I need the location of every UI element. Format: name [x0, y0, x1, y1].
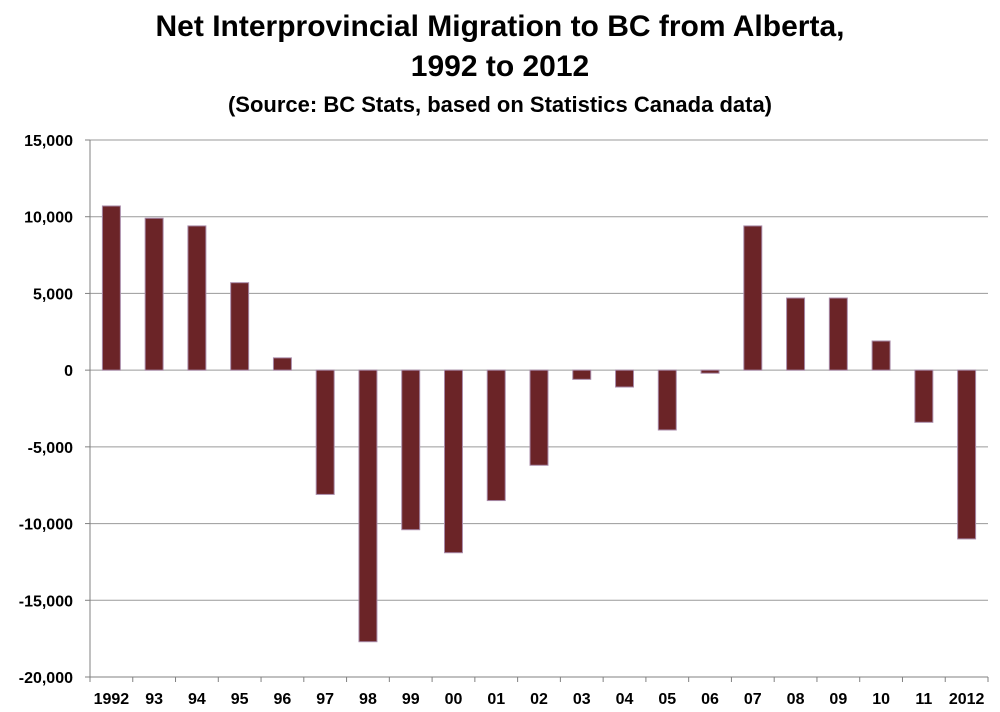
bar-02	[529, 369, 549, 466]
x-tick-label: 06	[701, 691, 719, 708]
bar-00	[443, 369, 463, 554]
x-tick-label: 96	[274, 691, 292, 708]
x-tick-label: 99	[402, 691, 420, 708]
bar-05	[657, 369, 677, 431]
bar-10	[871, 340, 891, 371]
bar-04	[615, 369, 635, 388]
bar-09	[828, 297, 848, 371]
y-tick-labels: 15,000 10,000 5,000 0 -5,000 -10,000 -15,000 -2…	[19, 133, 73, 687]
y-tick-label: -20,000	[19, 670, 73, 687]
bar-01	[486, 369, 506, 502]
x-tick-label: 93	[145, 691, 163, 708]
x-tick-label: 02	[530, 691, 548, 708]
y-tick-label: -5,000	[28, 440, 73, 457]
x-tick-label: 95	[231, 691, 249, 708]
bar-2012	[957, 369, 977, 540]
x-tick-label: 1992	[94, 691, 130, 708]
x-tick-label: 07	[744, 691, 762, 708]
x-tick-label: 2012	[949, 691, 985, 708]
x-tick-label: 04	[616, 691, 634, 708]
bar-94	[187, 225, 207, 371]
bar-99	[401, 369, 421, 531]
x-tick-label: 05	[658, 691, 676, 708]
x-tick-label: 01	[487, 691, 505, 708]
x-tick-label: 09	[829, 691, 847, 708]
x-tick-label: 03	[573, 691, 591, 708]
x-tick-label: 97	[316, 691, 334, 708]
bar-08	[786, 297, 806, 371]
chart-title: Net Interprovincial Migration to BC from…	[155, 10, 845, 43]
bar-95	[230, 282, 250, 371]
y-tick-label: 0	[64, 363, 73, 380]
bar-93	[144, 217, 164, 371]
bar-07	[743, 225, 763, 371]
bar-97	[315, 369, 335, 495]
bar-96	[272, 357, 292, 371]
bar-06	[700, 369, 720, 374]
y-tick-label: 15,000	[24, 133, 73, 150]
x-tick-label: 11	[915, 691, 932, 708]
x-tick-labels: 1992 93 94 95 96 97 98 99 00 01 02 03 04 05 06 07 08 09 10…	[94, 691, 985, 708]
y-tick-label: -15,000	[19, 593, 73, 610]
chart-title-line2: 1992 to 2012	[410, 50, 590, 83]
bar-98	[358, 369, 378, 643]
x-tick-label: 08	[787, 691, 805, 708]
bar-1992	[101, 205, 121, 371]
axes	[85, 139, 989, 682]
x-tick-label: 94	[188, 691, 206, 708]
y-tick-label: 10,000	[24, 210, 73, 227]
x-tick-label: 00	[445, 691, 463, 708]
y-tick-label: 5,000	[33, 286, 73, 303]
bars	[101, 205, 977, 643]
bar-03	[572, 369, 592, 380]
x-tick-label: 10	[872, 691, 890, 708]
x-tick-label: 98	[359, 691, 377, 708]
y-tick-label: -10,000	[19, 517, 73, 534]
chart-subtitle: (Source: BC Stats, based on Statistics C…	[227, 92, 773, 117]
bar-11	[914, 369, 934, 423]
